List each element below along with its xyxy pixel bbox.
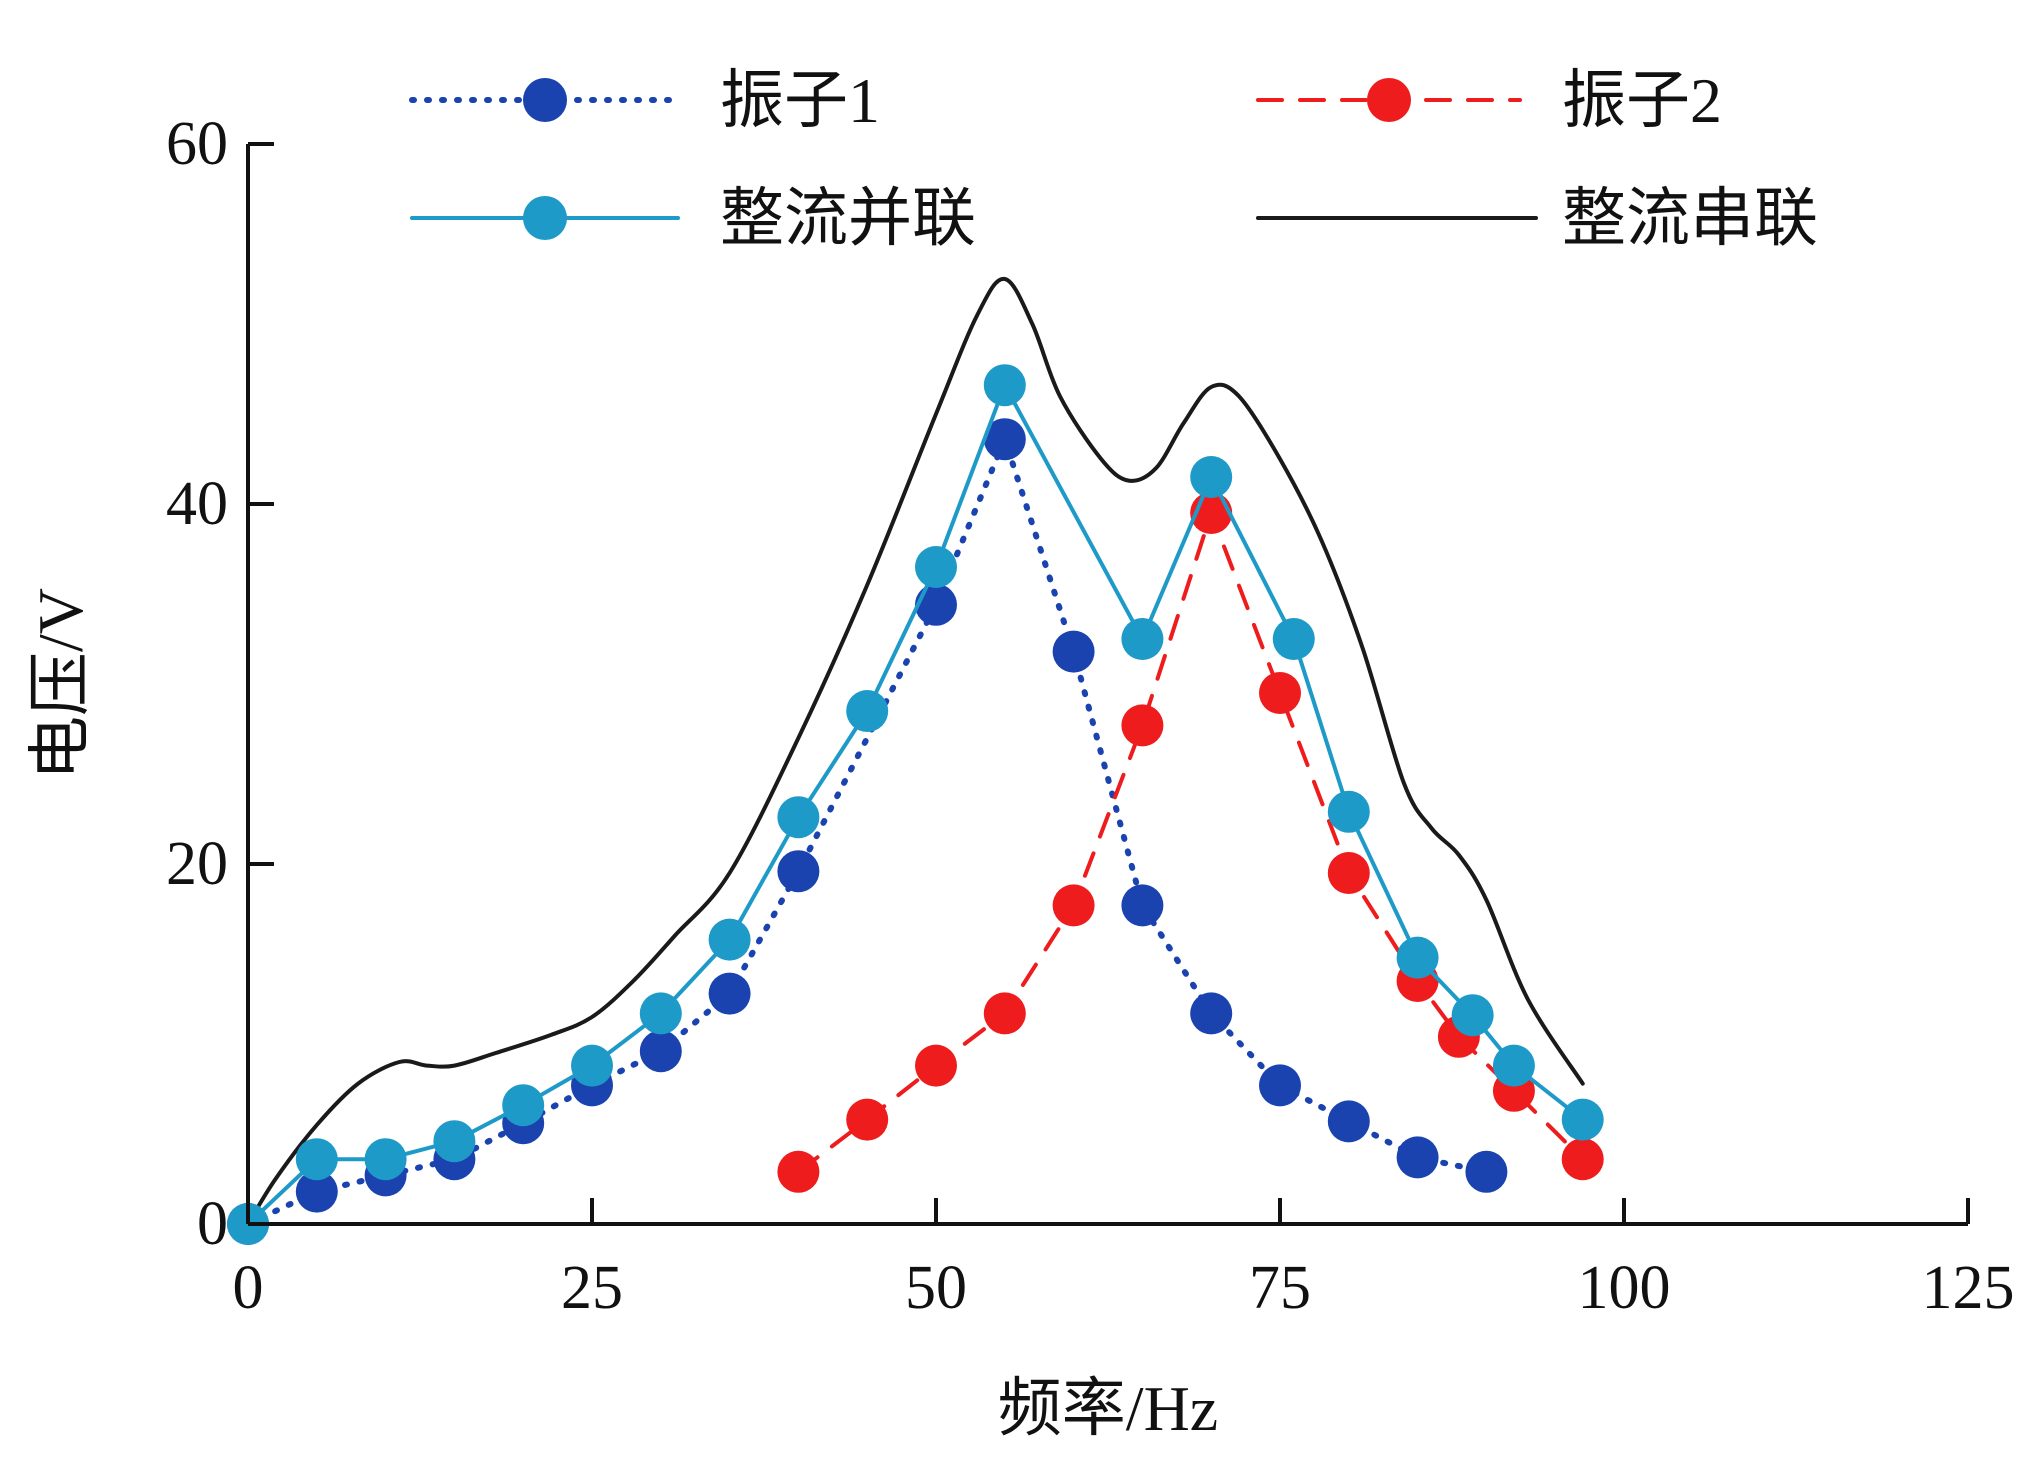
- data-point-series-3: [1561, 1098, 1604, 1141]
- legend-label-series-4: 整流串联: [1562, 183, 1818, 254]
- data-point-series-3: [1451, 994, 1494, 1037]
- data-point-series-3: [1492, 1044, 1535, 1087]
- data-point-series-2: [1121, 704, 1164, 747]
- data-point-series-3: [777, 796, 820, 839]
- data-point-series-2: [983, 992, 1026, 1035]
- data-point-series-1: [1327, 1100, 1370, 1143]
- x-tick-label: 75: [1249, 1254, 1311, 1322]
- data-point-series-1: [708, 972, 751, 1015]
- data-point-series-2: [1259, 672, 1301, 714]
- legend-item-series-1: 振子1: [409, 65, 880, 136]
- x-tick-label: 100: [1578, 1254, 1671, 1322]
- data-point-series-3: [708, 918, 751, 961]
- data-point-series-1: [639, 1030, 682, 1073]
- legend-marker: [1367, 78, 1411, 122]
- y-tick-label: 0: [197, 1190, 228, 1258]
- data-point-series-1: [1396, 1136, 1439, 1179]
- data-point-series-1: [295, 1170, 338, 1213]
- legend-marker: [523, 78, 567, 122]
- series-line-4: [246, 276, 1585, 1226]
- data-point-series-2: [1561, 1138, 1604, 1181]
- legend-item-series-3: 整流并联: [410, 183, 976, 254]
- legend-marker: [523, 196, 567, 240]
- data-point-series-3: [502, 1084, 545, 1127]
- data-point-series-1: [1465, 1150, 1508, 1193]
- x-tick-label: 125: [1922, 1254, 2015, 1322]
- data-point-series-1: [983, 418, 1026, 461]
- x-tick-label: 25: [561, 1254, 623, 1322]
- axes-layer: [246, 144, 1968, 1226]
- x-tick-label: 0: [233, 1254, 264, 1322]
- data-point-series-2: [1052, 884, 1095, 927]
- legend-swatch-series-3: [410, 196, 680, 240]
- data-point-series-3: [983, 364, 1026, 407]
- legend-item-series-4: 整流串联: [1256, 183, 1818, 254]
- data-point-series-1: [915, 583, 957, 626]
- data-point-series-1: [1259, 1064, 1301, 1107]
- ticks-layer: 0 25 50 75 100 125 0 20 40 60: [166, 110, 2015, 1322]
- y-tick-label: 60: [166, 110, 228, 178]
- legend-swatch-series-1: [409, 78, 681, 122]
- data-point-series-3: [1272, 618, 1315, 660]
- data-point-series-2: [915, 1044, 957, 1087]
- legend-label-series-3: 整流并联: [720, 183, 976, 254]
- data-point-series-3: [1396, 936, 1439, 979]
- data-point-series-1: [777, 850, 820, 893]
- data-point-series-1: [1052, 630, 1095, 673]
- series-layer: [227, 276, 1604, 1245]
- data-point-series-3: [1121, 618, 1164, 660]
- data-point-series-1: [1190, 992, 1233, 1035]
- series-2: [777, 492, 1604, 1193]
- data-point-series-3: [1190, 456, 1233, 498]
- data-point-series-3: [1327, 790, 1370, 833]
- legend-label-series-1: 振子1: [720, 65, 880, 136]
- legend-item-series-2: 振子2: [1256, 65, 1722, 136]
- series-4: [246, 276, 1585, 1226]
- data-point-series-3: [639, 992, 682, 1035]
- data-point-series-3: [846, 690, 889, 732]
- data-point-series-3: [571, 1044, 613, 1087]
- data-point-series-3: [915, 546, 957, 588]
- data-point-series-2: [777, 1150, 820, 1193]
- data-point-series-3: [433, 1120, 476, 1163]
- legend-label-series-2: 振子2: [1562, 65, 1722, 136]
- legend-swatch-series-2: [1256, 78, 1522, 122]
- data-point-series-3: [295, 1138, 338, 1181]
- x-axis-title: 频率/Hz: [998, 1373, 1218, 1444]
- series-line-3: [246, 383, 1585, 1226]
- data-point-series-1: [1121, 884, 1164, 927]
- y-axis-title: 电压/V: [25, 588, 96, 780]
- data-point-series-3: [364, 1138, 407, 1181]
- series-3: [227, 364, 1604, 1245]
- legend: 振子1 振子2 整流并联 整流串联: [409, 65, 1818, 254]
- y-tick-label: 40: [166, 470, 228, 538]
- y-tick-label: 20: [166, 830, 228, 898]
- data-point-series-2: [846, 1098, 889, 1141]
- data-point-series-2: [1327, 852, 1370, 894]
- x-tick-label: 50: [905, 1254, 967, 1322]
